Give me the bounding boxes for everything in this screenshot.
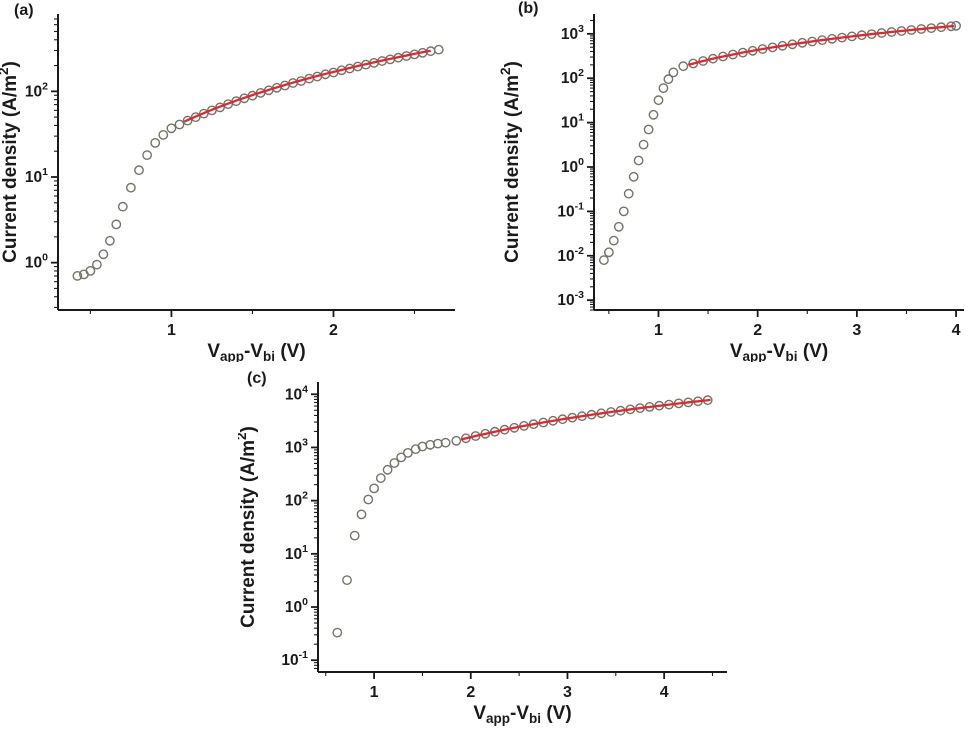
x-tick-label: 2 xyxy=(753,322,762,339)
panel-label-a: (a) xyxy=(14,2,34,19)
x-tick-label: 4 xyxy=(952,322,961,339)
y-tick-label: 10-1 xyxy=(281,649,308,669)
fit-line xyxy=(687,24,955,66)
y-tick-label: 10-3 xyxy=(557,289,584,309)
axes xyxy=(593,14,964,311)
y-tick-label: 103 xyxy=(285,436,308,456)
x-tick-label: 2 xyxy=(466,684,475,701)
x-tick-label: 1 xyxy=(654,322,663,339)
x-tick-labels: 1 2 3 4 xyxy=(654,322,961,339)
fit-line xyxy=(183,49,431,123)
axes xyxy=(57,14,455,311)
y-ticks xyxy=(51,18,58,308)
series-circles xyxy=(332,395,713,638)
panel-a: (a) 100 101 102 1 2 Vapp-Vbi (V) Current densi… xyxy=(0,0,485,364)
y-tick-labels: 10-1 100 101 102 103 104 xyxy=(281,383,308,669)
panel-label-c: (c) xyxy=(247,370,267,387)
x-axis-label: Vapp-Vbi (V) xyxy=(473,703,571,726)
y-tick-label: 100 xyxy=(561,156,584,176)
y-ticks xyxy=(311,393,318,669)
y-tick-label: 100 xyxy=(285,596,308,616)
y-tick-label: 103 xyxy=(561,23,584,43)
chart-a: 100 101 102 1 2 Vapp-Vbi (V) Current density (… xyxy=(0,0,485,367)
x-axis-label: Vapp-Vbi (V) xyxy=(207,341,305,362)
y-tick-label: 10-2 xyxy=(557,245,584,265)
x-axis-label: Vapp-Vbi (V) xyxy=(730,341,828,362)
fit-line xyxy=(460,398,711,441)
y-axis-label: Current density (A/m2) xyxy=(0,61,21,263)
x-tick-label: 3 xyxy=(852,322,861,339)
x-tick-label: 2 xyxy=(329,322,338,339)
y-axis-label: Current density (A/m2) xyxy=(498,61,523,263)
y-tick-label: 102 xyxy=(561,67,584,87)
y-tick-label: 101 xyxy=(25,166,48,186)
x-tick-labels: 1 2 3 4 xyxy=(370,684,669,701)
y-tick-label: 100 xyxy=(25,252,48,272)
y-tick-labels: 10-3 10-2 10-1 100 101 102 103 xyxy=(557,23,584,309)
chart-b-svg: 10-3 10-2 10-1 100 101 102 103 1 2 3 4 Vapp-Vbi (V)… xyxy=(498,14,964,364)
series-circles xyxy=(599,20,961,266)
chart-b: 10-3 10-2 10-1 100 101 102 103 1 2 3 4 Vapp-Vbi (V)… xyxy=(494,0,979,367)
y-axis-label: Current density (A/m2) xyxy=(238,426,259,628)
y-ticks xyxy=(587,19,594,311)
x-tick-label: 1 xyxy=(370,684,379,701)
y-tick-label: 101 xyxy=(561,112,584,132)
y-tick-label: 101 xyxy=(285,543,308,563)
panel-label-b: (b) xyxy=(518,0,539,17)
panel-c: (c) 10-1 100 101 102 103 104 1 2 3 4 Vapp-Vbi (V) C… xyxy=(234,366,743,728)
axes xyxy=(317,382,727,673)
series-circles xyxy=(72,44,444,281)
y-tick-label: 104 xyxy=(285,383,308,403)
x-ticks xyxy=(89,310,416,317)
x-ticks xyxy=(608,310,957,317)
x-tick-label: 3 xyxy=(563,684,572,701)
x-ticks xyxy=(325,672,714,679)
chart-c-svg: 10-1 100 101 102 103 104 1 2 3 4 Vapp-Vbi (V) Curre… xyxy=(234,382,727,726)
chart-c: 10-1 100 101 102 103 104 1 2 3 4 Vapp-Vbi (V) Curre… xyxy=(234,366,743,733)
y-tick-label: 10-1 xyxy=(557,200,584,220)
y-tick-label: 102 xyxy=(25,80,48,100)
x-tick-label: 1 xyxy=(167,322,176,339)
y-tick-labels: 100 101 102 xyxy=(25,80,48,271)
panel-b: (b) 10-3 10-2 10-1 100 101 102 103 1 2 3 4 Vapp-Vbi… xyxy=(494,0,979,364)
x-tick-label: 4 xyxy=(660,684,669,701)
y-tick-label: 102 xyxy=(285,490,308,510)
